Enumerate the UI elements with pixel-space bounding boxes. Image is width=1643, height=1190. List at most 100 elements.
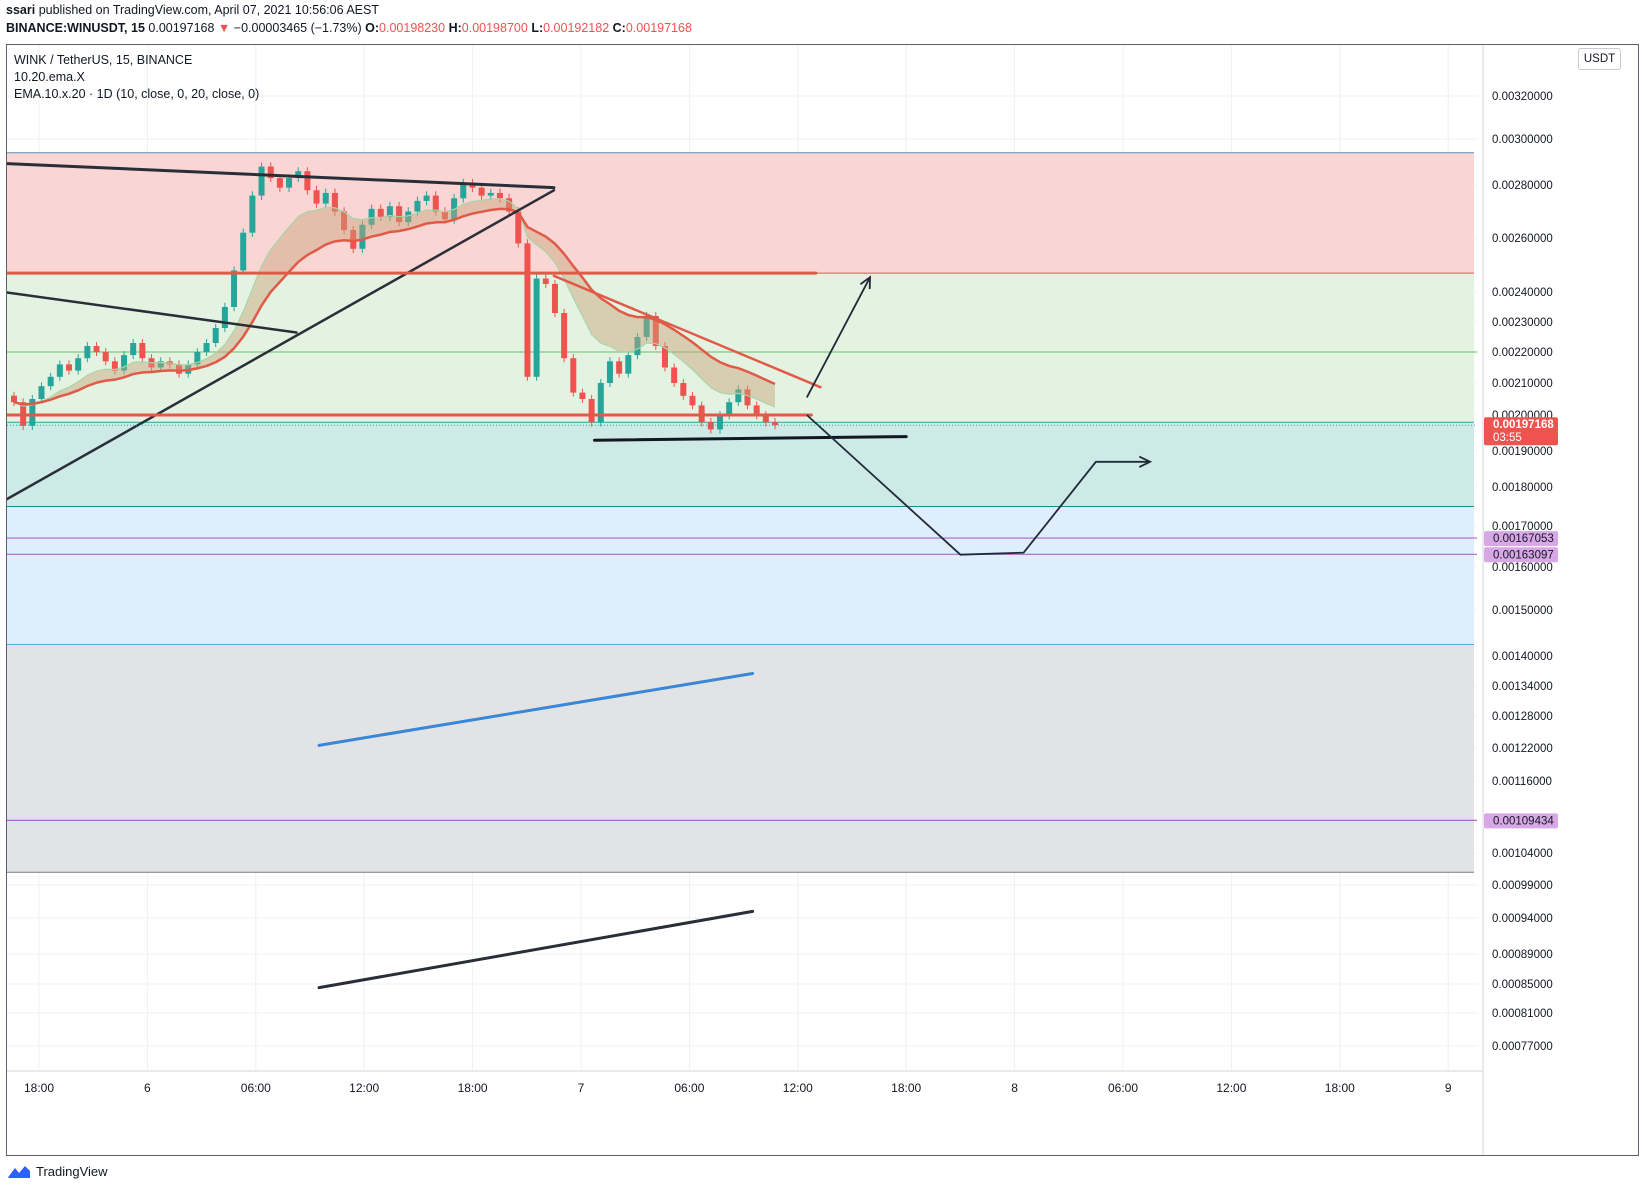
y-tick-label: 0.00220000 — [1492, 347, 1553, 359]
candle — [121, 351, 128, 375]
axis-price-tag — [1484, 547, 1558, 563]
x-tick-label: 18:00 — [458, 1081, 488, 1095]
trendline — [552, 274, 822, 389]
candle — [478, 183, 485, 200]
open-value: 0.00198230 — [379, 21, 446, 35]
candle — [359, 220, 366, 253]
projection-paths — [806, 275, 1153, 556]
candle-body — [487, 192, 494, 196]
candle-body — [386, 206, 393, 217]
x-tick-label: 9 — [1445, 1081, 1452, 1095]
fib-zone — [7, 152, 1474, 274]
y-tick-label: 0.00081000 — [1492, 1008, 1553, 1020]
axis-price-tag — [1484, 417, 1558, 446]
candle — [616, 357, 623, 378]
candle-body — [11, 395, 17, 403]
candle-body — [75, 358, 82, 371]
candle — [194, 348, 201, 369]
candle — [111, 357, 118, 375]
candle-body — [240, 232, 247, 271]
y-tick-label: 0.00099000 — [1492, 880, 1553, 892]
legend-indicator-1[interactable]: 10.20.ema.X — [14, 70, 85, 84]
x-tick-label: 18:00 — [891, 1081, 921, 1095]
candle-body — [231, 270, 238, 307]
candle — [606, 357, 613, 388]
candle-body — [460, 182, 467, 199]
candle-body — [121, 355, 128, 371]
candle — [84, 342, 91, 363]
candle-body — [634, 337, 641, 356]
candle — [496, 188, 503, 203]
y-tick-label: 0.00300000 — [1492, 134, 1553, 146]
candle — [661, 342, 668, 372]
candle — [212, 323, 219, 348]
y-axis-labels: 0.00320000 0.00300000 0.00280000 0.00260000… — [1492, 91, 1553, 1053]
candle — [313, 185, 320, 208]
candle-body — [680, 383, 687, 396]
candle-body — [561, 313, 568, 359]
candle-body — [689, 395, 696, 406]
candle — [304, 167, 311, 195]
candle-body — [295, 171, 302, 179]
candle-body — [286, 178, 293, 188]
candle-body — [588, 399, 595, 423]
axis-price-tag-value: 0.00167053 — [1493, 533, 1554, 545]
candle-body — [597, 383, 604, 423]
candle — [295, 167, 302, 183]
candle-body — [350, 230, 357, 249]
legend-indicator-2[interactable]: EMA.10.x.20 · 1D (10, close, 0, 20, clos… — [14, 87, 260, 101]
candle — [588, 395, 595, 427]
trendline — [7, 162, 556, 190]
candle-body — [203, 343, 210, 352]
y-tick-label: 0.00190000 — [1492, 446, 1553, 458]
ema-fast-line — [13, 198, 776, 408]
y-tick-label: 0.00089000 — [1492, 949, 1553, 961]
candle-body — [616, 361, 623, 374]
y-tick-label: 0.00128000 — [1492, 711, 1553, 723]
ema-ribbon — [13, 198, 776, 408]
y-tick-label: 0.00085000 — [1492, 979, 1553, 991]
trendline — [7, 189, 556, 501]
author-name: ssari — [6, 3, 36, 17]
candle-body — [331, 192, 338, 212]
trendline — [317, 909, 755, 990]
x-tick-label: 06:00 — [674, 1081, 704, 1095]
candle-body — [726, 402, 733, 415]
trendline — [593, 435, 908, 442]
y-tick-label: 0.00140000 — [1492, 651, 1553, 663]
candle — [203, 338, 210, 357]
candle — [634, 332, 641, 360]
x-tick-label: 6 — [144, 1081, 151, 1095]
footer-brand[interactable]: TradingView — [6, 1163, 108, 1179]
candle-body — [313, 190, 320, 204]
candle-body — [102, 352, 109, 362]
legend-symbol-title[interactable]: WINK / TetherUS, 15, BINANCE — [14, 53, 193, 67]
candle — [93, 342, 100, 357]
candle — [432, 191, 439, 216]
candle-body — [735, 389, 742, 403]
open-label: O: — [365, 21, 380, 35]
candle-body — [359, 224, 366, 249]
candle — [139, 338, 146, 363]
candle — [671, 363, 678, 388]
candle-body — [606, 361, 613, 383]
candle — [542, 274, 549, 288]
change-arrow-icon: ▼ — [217, 21, 231, 35]
candle — [75, 354, 82, 375]
y-tick-label: 0.00170000 — [1492, 521, 1553, 533]
candle-body — [414, 200, 421, 212]
candle — [689, 391, 696, 410]
candle — [368, 204, 375, 229]
candle-body — [716, 415, 723, 430]
candle-body — [377, 208, 384, 217]
y-tick-label: 0.00230000 — [1492, 317, 1553, 329]
candle-body — [194, 352, 201, 365]
candle — [322, 188, 329, 208]
currency-button[interactable]: USDT — [1578, 48, 1621, 70]
y-tick-label: 0.00260000 — [1492, 233, 1553, 245]
candle — [29, 395, 36, 431]
x-tick-label: 12:00 — [1216, 1081, 1246, 1095]
close-label: C: — [612, 21, 626, 35]
